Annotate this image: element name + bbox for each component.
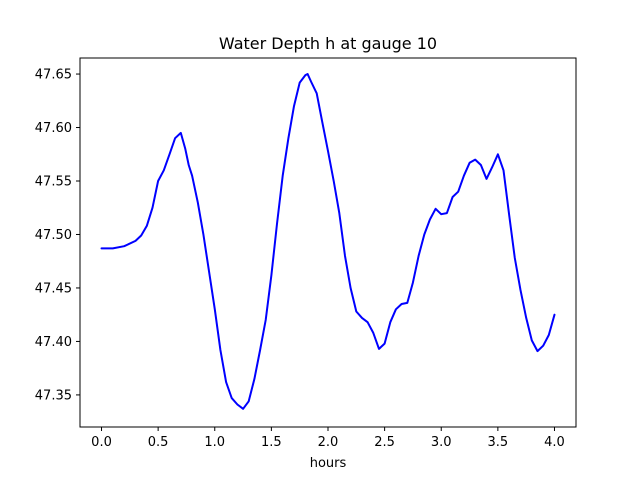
plot-area-frame — [79, 57, 577, 428]
chart-title: Water Depth h at gauge 10 — [219, 34, 437, 53]
x-tick-label: 2.5 — [374, 435, 395, 450]
y-axis: 47.35 47.40 47.45 47.50 47.55 47.60 47.65 — [35, 68, 80, 403]
x-tick-label: 4.0 — [544, 435, 565, 450]
series-group — [100, 73, 556, 410]
water-depth-series-line — [100, 73, 556, 410]
x-axis-label: hours — [310, 456, 347, 471]
x-tick-label: 0.0 — [91, 435, 112, 450]
y-tick-label: 47.65 — [35, 68, 72, 83]
x-tick-label: 3.5 — [488, 435, 509, 450]
x-tick-label: 2.0 — [318, 435, 339, 450]
y-tick-label: 47.50 — [35, 228, 72, 243]
y-tick-label: 47.55 — [35, 175, 72, 190]
x-tick-label: 3.0 — [431, 435, 452, 450]
x-axis: 0.0 0.5 1.0 1.5 2.0 2.5 3.0 3.5 4.0 — [91, 427, 565, 450]
y-tick-label: 47.45 — [35, 281, 72, 296]
y-tick-label: 47.60 — [35, 121, 72, 136]
y-tick-label: 47.35 — [35, 388, 72, 403]
x-tick-label: 1.0 — [204, 435, 225, 450]
y-tick-label: 47.40 — [35, 335, 72, 350]
x-tick-label: 1.5 — [261, 435, 282, 450]
x-tick-label: 0.5 — [148, 435, 169, 450]
